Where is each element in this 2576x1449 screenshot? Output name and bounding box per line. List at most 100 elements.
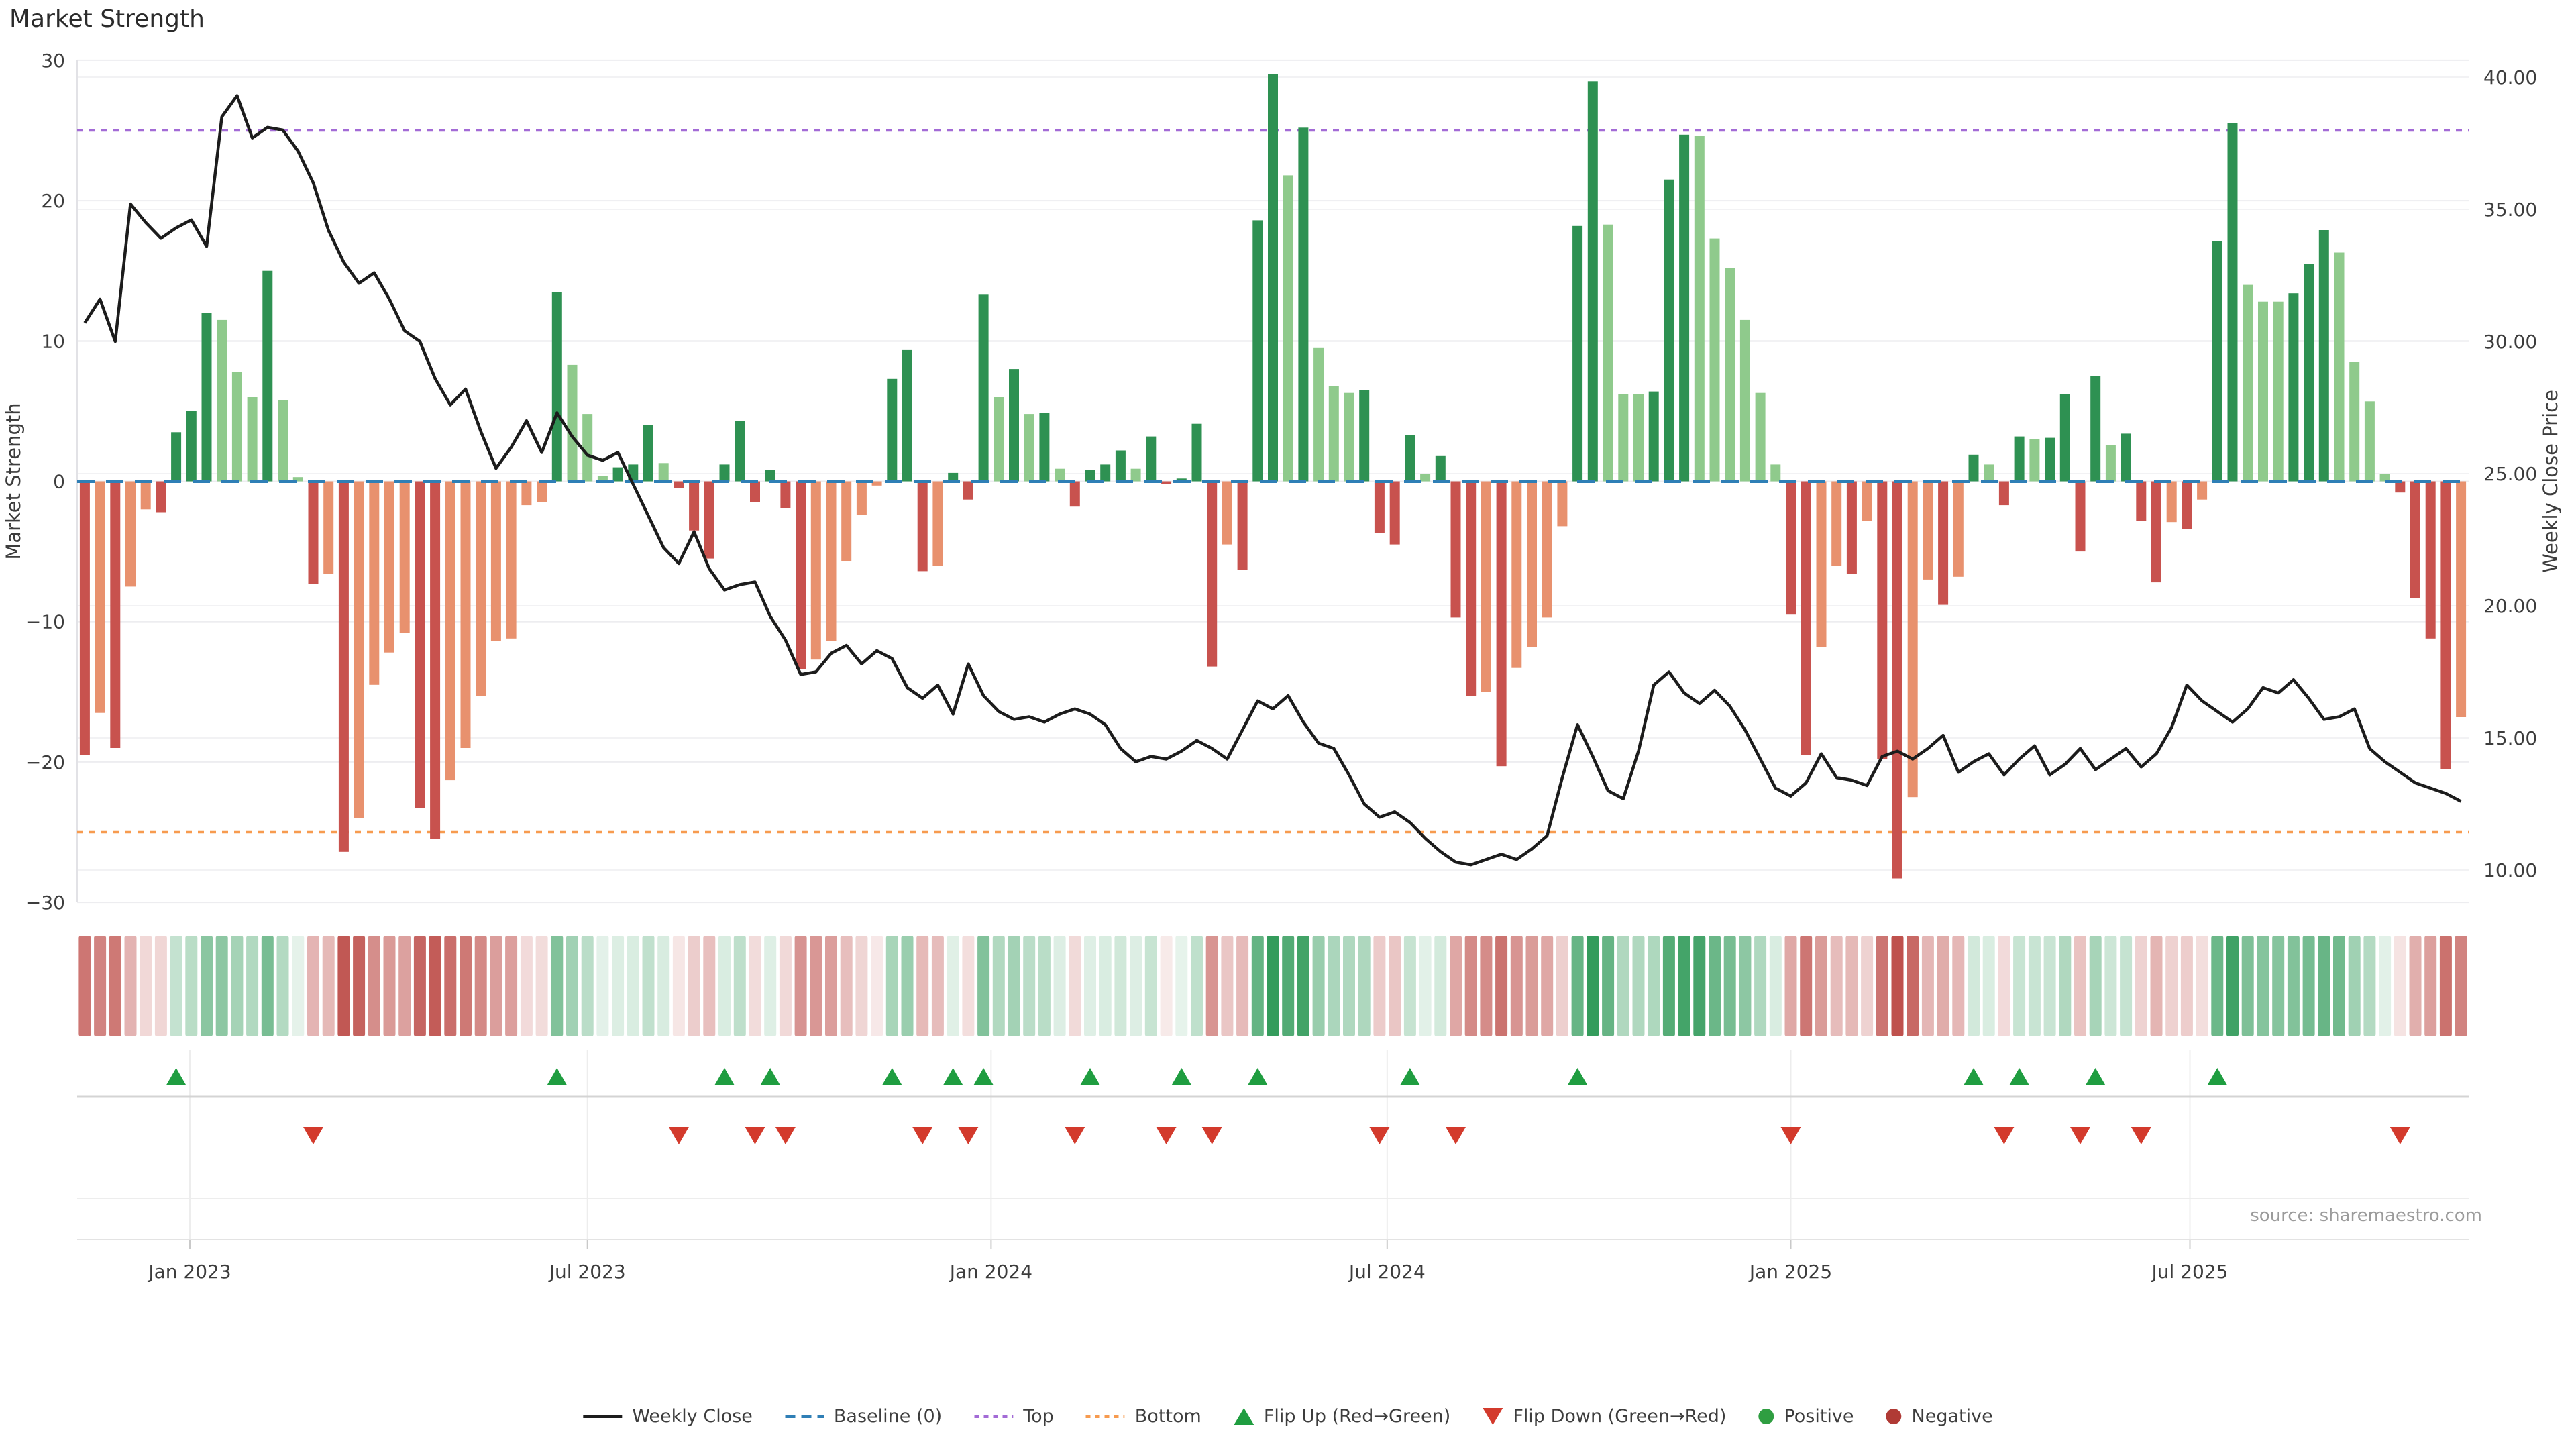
heatmap-cell bbox=[1312, 936, 1325, 1036]
heatmap-cell bbox=[1191, 936, 1203, 1036]
dash-icon bbox=[784, 1415, 824, 1418]
heatmap-cell bbox=[2135, 936, 2147, 1036]
heatmap-cell bbox=[855, 936, 868, 1036]
heatmap-cell bbox=[140, 936, 152, 1036]
flip-down-marker bbox=[1065, 1127, 1085, 1144]
flip-down-marker bbox=[1780, 1127, 1801, 1144]
heatmap-cell bbox=[1053, 936, 1066, 1036]
strength-bar bbox=[110, 481, 121, 748]
chart-canvas[interactable]: 30 20 10 0 −10 −20 −30 40.00 35.00 30.00 25.00 20.0… bbox=[0, 0, 2576, 1402]
strength-bar bbox=[1374, 481, 1385, 533]
heatmap-cell bbox=[931, 936, 944, 1036]
strength-bar bbox=[917, 481, 928, 572]
legend-item-label: Weekly Close bbox=[632, 1406, 753, 1427]
flip-down-marker bbox=[1369, 1127, 1390, 1144]
heatmap-cell bbox=[825, 936, 837, 1036]
svg-text:25.00: 25.00 bbox=[2483, 463, 2537, 485]
strength-bar bbox=[1146, 436, 1157, 482]
heatmap-cell bbox=[1784, 936, 1797, 1036]
circle-icon bbox=[1758, 1409, 1774, 1424]
flip-down-marker bbox=[303, 1127, 323, 1144]
legend-item-label: Flip Down (Green→Red) bbox=[1513, 1406, 1727, 1427]
heatmap-cell bbox=[444, 936, 457, 1036]
svg-text:0: 0 bbox=[53, 471, 65, 493]
strength-bar bbox=[994, 397, 1004, 482]
strength-bar bbox=[2227, 123, 2238, 482]
heatmap-cell bbox=[1678, 936, 1690, 1036]
legend-item-label: Bottom bbox=[1134, 1406, 1201, 1427]
heatmap-cell bbox=[1907, 936, 1919, 1036]
strength-bar bbox=[1862, 481, 1872, 521]
heatmap-cell bbox=[1830, 936, 1843, 1036]
strength-bar bbox=[1435, 455, 1446, 482]
legend-item-weekly-close[interactable]: Weekly Close bbox=[583, 1406, 753, 1427]
strength-bar bbox=[2456, 481, 2467, 717]
svg-text:Jul 2025: Jul 2025 bbox=[2151, 1260, 2229, 1283]
heatmap-cell bbox=[368, 936, 380, 1036]
heatmap-cell bbox=[1008, 936, 1020, 1036]
heatmap-cell bbox=[1845, 936, 1858, 1036]
strength-bar bbox=[2059, 394, 2070, 482]
strength-bar bbox=[1968, 454, 1979, 482]
heatmap-cell bbox=[2379, 936, 2392, 1036]
heatmap-cell bbox=[2089, 936, 2102, 1036]
heatmap-cell bbox=[718, 936, 731, 1036]
heatmap-cell bbox=[733, 936, 746, 1036]
strength-bar bbox=[217, 319, 227, 482]
strength-bar bbox=[2121, 433, 2131, 482]
strength-bar bbox=[2166, 481, 2177, 523]
strength-bar bbox=[1237, 481, 1248, 570]
heatmap-cell bbox=[1373, 936, 1386, 1036]
legend-item-label: Negative bbox=[1911, 1406, 1993, 1427]
heatmap-cell bbox=[1693, 936, 1706, 1036]
heatmap-cell bbox=[2211, 936, 2224, 1036]
legend-item-flip-down-green-red[interactable]: Flip Down (Green→Red) bbox=[1483, 1406, 1726, 1427]
heatmap-cell bbox=[1723, 936, 1736, 1036]
strength-bar bbox=[1268, 74, 1278, 482]
legend-item-top[interactable]: Top bbox=[974, 1406, 1054, 1427]
strength-bar bbox=[1313, 347, 1324, 482]
svg-text:Jan 2024: Jan 2024 bbox=[949, 1260, 1032, 1283]
heatmap-cell bbox=[1343, 936, 1355, 1036]
legend-item-negative[interactable]: Negative bbox=[1886, 1406, 1993, 1427]
strength-bar bbox=[735, 421, 745, 482]
circle-icon bbox=[1886, 1409, 1902, 1424]
strength-bar bbox=[826, 481, 837, 641]
strength-bar bbox=[1405, 435, 1415, 482]
strength-bar bbox=[674, 481, 684, 488]
heatmap-cell bbox=[2043, 936, 2056, 1036]
strength-bar bbox=[2090, 376, 2101, 482]
strength-bar bbox=[765, 470, 775, 482]
svg-text:Jul 2024: Jul 2024 bbox=[1348, 1260, 1426, 1283]
heatmap-cell bbox=[1541, 936, 1554, 1036]
strength-bar bbox=[2105, 445, 2116, 482]
strength-bar bbox=[1709, 238, 1720, 482]
legend-item-bottom[interactable]: Bottom bbox=[1085, 1406, 1201, 1427]
strength-bar bbox=[1877, 481, 1888, 759]
heatmap-cell bbox=[2104, 936, 2117, 1036]
strength-bar bbox=[460, 481, 471, 748]
heatmap-cell bbox=[612, 936, 625, 1036]
tri-up-icon bbox=[1233, 1408, 1254, 1425]
flip-up-marker bbox=[881, 1068, 902, 1085]
strength-bar bbox=[2318, 230, 2329, 482]
strength-bar bbox=[2364, 401, 2375, 482]
heatmap-cell bbox=[2150, 936, 2163, 1036]
heatmap-cell bbox=[871, 936, 883, 1036]
heatmap-cell bbox=[398, 936, 411, 1036]
flip-up-marker bbox=[1080, 1068, 1100, 1085]
legend-item-label: Positive bbox=[1784, 1406, 1854, 1427]
flip-up-marker bbox=[973, 1068, 994, 1085]
heatmap-cell bbox=[201, 936, 213, 1036]
strength-bar bbox=[430, 481, 441, 839]
legend-item-baseline-0[interactable]: Baseline (0) bbox=[784, 1406, 942, 1427]
strength-bar bbox=[384, 481, 394, 653]
heatmap-cell bbox=[1510, 936, 1523, 1036]
strength-bar bbox=[2212, 241, 2222, 482]
heatmap-cell bbox=[1464, 936, 1477, 1036]
strength-bar bbox=[704, 481, 714, 559]
heatmap-cell bbox=[962, 936, 975, 1036]
legend-item-flip-up-red-green[interactable]: Flip Up (Red→Green) bbox=[1233, 1406, 1450, 1427]
legend-item-positive[interactable]: Positive bbox=[1758, 1406, 1854, 1427]
